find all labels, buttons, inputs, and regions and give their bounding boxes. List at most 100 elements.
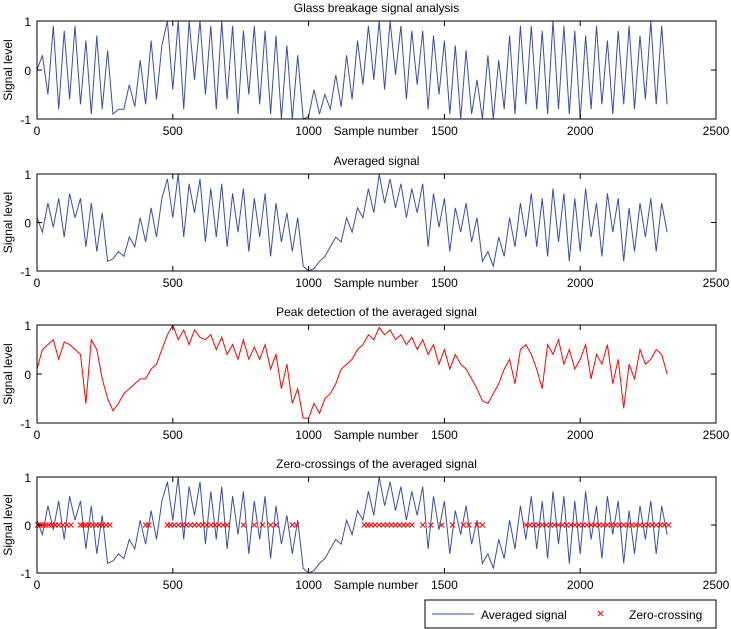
x-tick-label: 2500 bbox=[703, 124, 730, 138]
subplot-1: Glass breakage signal analysis Signal lev… bbox=[1, 1, 730, 138]
x-tick-label: 1500 bbox=[431, 428, 458, 442]
zero-crossing-marker bbox=[657, 522, 664, 528]
zero-crossing-marker bbox=[77, 522, 84, 528]
x-tick-label: 1000 bbox=[295, 276, 322, 290]
y-axis-label: Signal level bbox=[1, 343, 15, 404]
x-tick-label: 0 bbox=[34, 124, 41, 138]
zero-crossing-marker bbox=[531, 522, 537, 528]
zero-crossing-marker bbox=[563, 522, 570, 528]
zero-crossing-marker bbox=[187, 522, 194, 528]
zero-crossing-marker bbox=[474, 522, 480, 528]
zero-crossing-marker bbox=[240, 522, 247, 528]
zero-crossing-marker bbox=[427, 522, 434, 528]
zero-crossing-marker bbox=[567, 522, 574, 528]
x-tick-label: 1000 bbox=[295, 428, 322, 442]
zero-crossing-marker bbox=[396, 522, 403, 528]
x-tick-label: 2000 bbox=[567, 578, 594, 592]
y-tick-label: 1 bbox=[24, 168, 31, 182]
zero-crossing-marker bbox=[547, 522, 554, 528]
zero-crossing-marker bbox=[388, 522, 395, 528]
y-axis-label: Signal level bbox=[1, 494, 15, 555]
signal-line bbox=[37, 325, 668, 419]
zero-crossing-marker bbox=[404, 522, 411, 528]
legend: Averaged signal Zero-crossing bbox=[424, 599, 717, 629]
zero-crossing-marker bbox=[59, 522, 66, 528]
y-tick-label: 0 bbox=[24, 64, 31, 78]
zero-crossing-marker bbox=[641, 522, 647, 528]
subplot-title: Zero-crossings of the averaged signal bbox=[276, 457, 477, 471]
x-axis-label: Sample number bbox=[334, 428, 419, 442]
zero-crossing-marker bbox=[293, 522, 300, 528]
zero-crossing-marker bbox=[191, 522, 198, 528]
x-tick-label: 2500 bbox=[703, 428, 730, 442]
x-axis-label: Sample number bbox=[334, 124, 419, 138]
zero-crossing-marker bbox=[438, 522, 445, 528]
zero-crossing-marker bbox=[551, 522, 558, 528]
zero-crossing-marker bbox=[216, 522, 222, 528]
x-tick-label: 2000 bbox=[567, 428, 594, 442]
zero-crossing-marker bbox=[175, 522, 182, 528]
signal-line bbox=[37, 477, 668, 573]
x-tick-label: 500 bbox=[163, 276, 183, 290]
x-tick-label: 0 bbox=[34, 428, 41, 442]
x-tick-label: 1500 bbox=[431, 276, 458, 290]
zero-crossing-marker bbox=[596, 522, 603, 528]
y-axis-label: Signal level bbox=[1, 39, 15, 100]
zero-crossing-marker bbox=[637, 522, 643, 528]
subplot-3: Peak detection of the averaged signal Sig… bbox=[1, 305, 730, 442]
subplot-title: Averaged signal bbox=[334, 154, 420, 168]
zero-crossing-marker bbox=[224, 522, 230, 528]
zero-crossing-marker bbox=[600, 522, 607, 528]
y-tick-label: 0 bbox=[24, 217, 31, 231]
zero-crossing-marker bbox=[616, 522, 623, 528]
zero-crossing-marker bbox=[571, 522, 578, 528]
zero-crossing-marker bbox=[207, 522, 214, 528]
zero-crossing-marker bbox=[592, 522, 598, 528]
zero-crossing-marker bbox=[368, 522, 374, 528]
zero-crossing-marker bbox=[146, 522, 152, 528]
zero-crossing-marker bbox=[608, 522, 615, 528]
zero-crossing-marker bbox=[212, 522, 218, 528]
x-tick-label: 1500 bbox=[431, 124, 458, 138]
zero-crossing-marker bbox=[273, 522, 279, 528]
x-tick-label: 0 bbox=[34, 276, 41, 290]
zero-crossing-marker bbox=[460, 522, 467, 528]
legend-label-averaged: Averaged signal bbox=[481, 608, 567, 622]
zero-crossing-marker bbox=[628, 522, 635, 528]
axes-box bbox=[36, 324, 717, 424]
zero-crossing-marker bbox=[220, 522, 226, 528]
subplot-title: Peak detection of the averaged signal bbox=[276, 305, 477, 319]
x-tick-label: 2500 bbox=[703, 276, 730, 290]
y-tick-label: -1 bbox=[20, 113, 31, 127]
zero-crossing-marker bbox=[408, 522, 415, 528]
zero-crossing-marker bbox=[64, 522, 70, 528]
zero-crossing-marker bbox=[527, 522, 533, 528]
zero-crossing-marker bbox=[620, 522, 627, 528]
zero-crossing-marker bbox=[179, 522, 186, 528]
subplot-title: Glass breakage signal analysis bbox=[294, 1, 459, 15]
legend-label-zero-crossing: Zero-crossing bbox=[629, 608, 702, 622]
zero-crossing-marker bbox=[575, 522, 582, 528]
zero-crossing-marker bbox=[465, 522, 472, 528]
x-tick-label: 2000 bbox=[567, 276, 594, 290]
signal-line bbox=[37, 21, 668, 119]
zero-crossing-marker bbox=[649, 522, 656, 528]
x-tick-label: 0 bbox=[34, 578, 41, 592]
zero-crossing-marker bbox=[535, 522, 541, 528]
y-tick-label: 0 bbox=[24, 519, 31, 533]
x-tick-label: 1000 bbox=[295, 578, 322, 592]
zero-crossing-marker bbox=[539, 522, 546, 528]
zero-crossing-marker bbox=[665, 522, 672, 528]
zero-crossing-marker bbox=[203, 522, 210, 528]
zero-crossing-marker bbox=[289, 522, 296, 528]
y-tick-label: -1 bbox=[20, 417, 31, 431]
zero-crossing-marker bbox=[183, 522, 190, 528]
zero-crossing-marker bbox=[392, 522, 399, 528]
y-tick-label: 1 bbox=[24, 471, 31, 485]
zero-crossing-marker bbox=[479, 522, 486, 528]
signal-line bbox=[37, 174, 668, 271]
legend-marker-swatch bbox=[597, 610, 604, 617]
zero-crossing-marker bbox=[588, 522, 594, 528]
subplot-4: Zero-crossings of the averaged signal Sig… bbox=[1, 457, 730, 592]
x-tick-label: 1500 bbox=[431, 578, 458, 592]
